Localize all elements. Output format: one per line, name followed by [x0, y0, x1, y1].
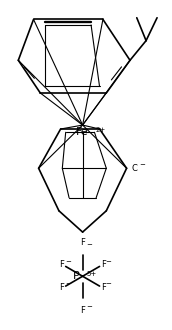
- Text: 2+: 2+: [95, 127, 106, 133]
- Text: −: −: [86, 304, 92, 310]
- Text: F: F: [101, 260, 106, 269]
- Text: −: −: [105, 258, 111, 265]
- Text: F: F: [59, 283, 64, 292]
- Text: F: F: [80, 306, 85, 315]
- Text: −: −: [65, 258, 71, 265]
- Text: F: F: [59, 260, 64, 269]
- Text: C: C: [132, 164, 138, 173]
- Text: Fe: Fe: [76, 127, 89, 137]
- Text: 5+: 5+: [86, 271, 96, 277]
- Text: −: −: [65, 281, 71, 287]
- Text: F: F: [101, 283, 106, 292]
- Text: P: P: [73, 271, 80, 281]
- Text: −: −: [139, 162, 145, 168]
- Text: −: −: [86, 242, 92, 248]
- Text: F: F: [80, 238, 85, 247]
- Text: −: −: [105, 281, 111, 287]
